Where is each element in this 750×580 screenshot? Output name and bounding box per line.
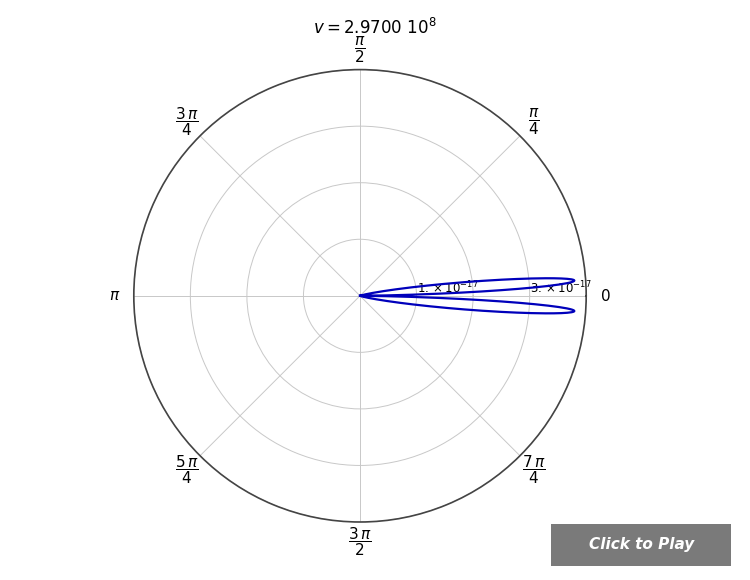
Text: Click to Play: Click to Play: [589, 537, 694, 552]
Text: $v = 2.9700\ 10^{8}$: $v = 2.9700\ 10^{8}$: [314, 17, 436, 38]
